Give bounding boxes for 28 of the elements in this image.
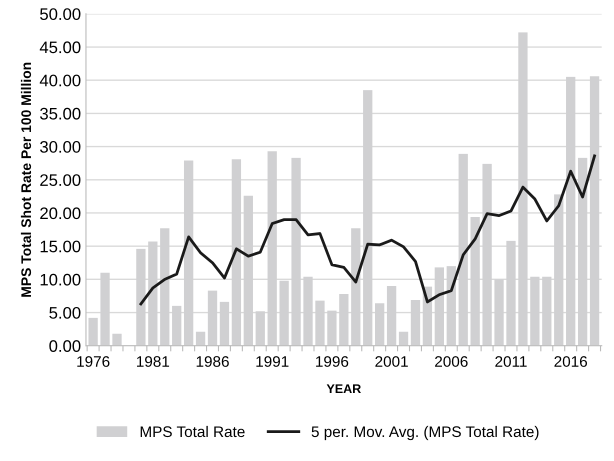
y-tick-label: 30.00 (40, 141, 80, 153)
line-series (139, 154, 596, 306)
y-tick-label: 40.00 (40, 74, 80, 86)
y-tick-label: 50.00 (40, 8, 80, 20)
x-tick-label: 1996 (316, 356, 348, 367)
legend-label: 5 per. Mov. Avg. (MPS Total Rate) (312, 426, 538, 440)
x-tick-label: 2016 (554, 356, 588, 367)
bar (88, 318, 98, 346)
y-tick-label: 25.00 (40, 174, 80, 186)
x-tick-label: 1986 (196, 356, 229, 367)
x-tick-label: 1976 (77, 356, 110, 367)
bar (398, 332, 408, 346)
x-tick-label: 2001 (375, 356, 408, 367)
x-tick-label: 2006 (435, 356, 468, 367)
y-tick-label: 0.00 (49, 340, 80, 352)
bar (196, 332, 206, 346)
y-tick-label: 5.00 (49, 306, 80, 319)
y-axis-title: MPS Total Shot Rate Per 100 Million (20, 62, 32, 297)
y-tick-label: 35.00 (40, 108, 80, 120)
x-tick-label: 1991 (256, 356, 288, 367)
x-axis-title: YEAR (326, 384, 361, 394)
x-tick-label: 1981 (136, 356, 170, 367)
y-tick-label: 10.00 (40, 274, 80, 286)
y-tick-label: 15.00 (40, 240, 80, 252)
x-tick-label: 2011 (495, 356, 527, 367)
legend-label: MPS Total Rate (140, 426, 245, 438)
y-tick-label: 45.00 (40, 41, 80, 54)
y-tick-label: 20.00 (40, 207, 80, 220)
